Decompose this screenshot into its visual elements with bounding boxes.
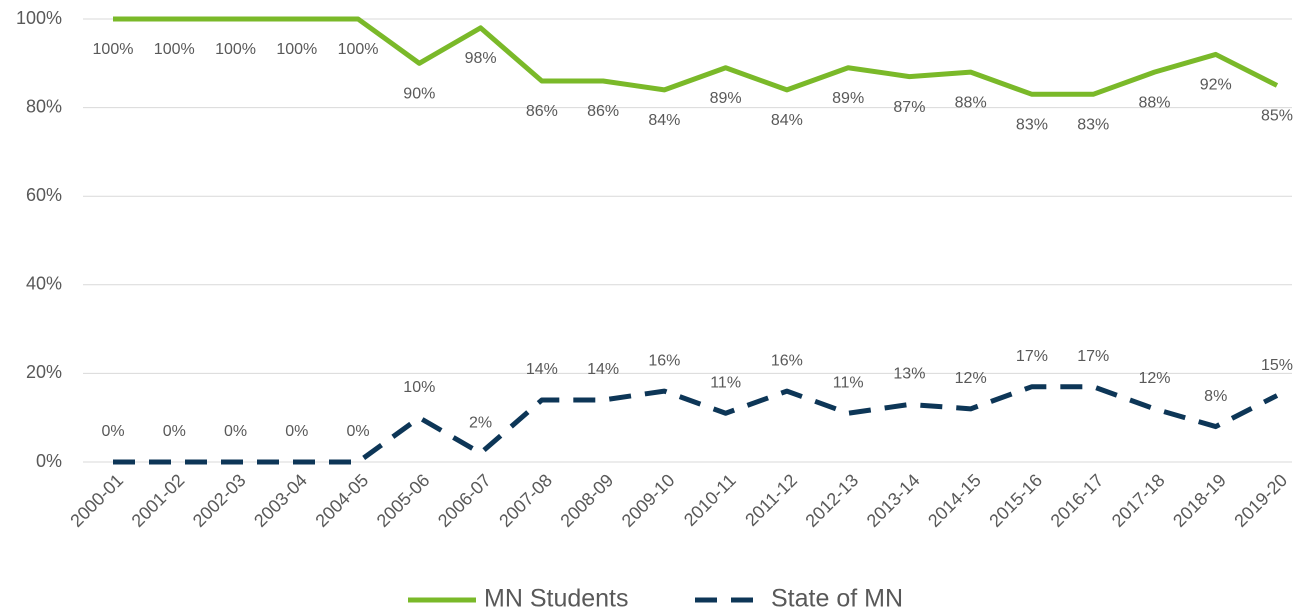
x-tick-label: 2006-07	[434, 470, 495, 531]
data-label: 84%	[648, 112, 680, 129]
data-label: 92%	[1200, 77, 1232, 94]
data-label: 16%	[771, 352, 803, 369]
data-label: 2%	[469, 414, 492, 431]
data-label: 98%	[465, 50, 497, 67]
y-tick-label: 0%	[36, 451, 62, 471]
x-tick-label: 2014-15	[924, 470, 985, 531]
data-label: 89%	[710, 90, 742, 107]
y-tick-label: 100%	[16, 8, 62, 28]
data-label: 100%	[93, 41, 134, 58]
data-label: 88%	[1138, 94, 1170, 111]
data-label: 11%	[833, 374, 864, 391]
data-label: 16%	[648, 352, 680, 369]
x-tick-label: 2009-10	[618, 470, 679, 531]
data-label: 83%	[1077, 117, 1109, 134]
x-tick-label: 2000-01	[66, 470, 127, 531]
x-tick-label: 2015-16	[985, 470, 1046, 531]
data-label: 100%	[276, 41, 317, 58]
data-label: 0%	[285, 423, 308, 440]
data-label: 13%	[893, 366, 925, 383]
x-tick-label: 2013-14	[863, 470, 924, 531]
x-tick-label: 2019-20	[1230, 470, 1291, 531]
data-label: 8%	[1204, 388, 1227, 405]
data-label: 0%	[101, 423, 124, 440]
data-label: 11%	[710, 374, 741, 391]
x-tick-label: 2011-12	[741, 470, 801, 530]
series-line	[113, 16, 1279, 97]
x-tick-label: 2018-19	[1169, 470, 1230, 531]
data-label: 86%	[587, 103, 619, 120]
x-tick-label: 2016-17	[1047, 470, 1108, 531]
data-label: 12%	[955, 370, 987, 387]
data-label: 14%	[526, 361, 558, 378]
series-line	[113, 384, 1279, 465]
x-tick-label: 2017-18	[1108, 470, 1169, 531]
data-label: 0%	[163, 423, 186, 440]
legend-label: MN Students	[484, 585, 629, 613]
data-label: 14%	[587, 361, 619, 378]
data-label: 12%	[1138, 370, 1170, 387]
data-label: 17%	[1016, 348, 1048, 365]
x-tick-label: 2008-09	[556, 470, 617, 531]
data-label: 90%	[403, 86, 435, 103]
y-tick-label: 20%	[26, 362, 62, 382]
data-label: 17%	[1077, 348, 1109, 365]
data-label: 83%	[1016, 117, 1048, 134]
x-tick-label: 2004-05	[311, 470, 372, 531]
data-label: 100%	[154, 41, 195, 58]
y-tick-label: 40%	[26, 274, 62, 294]
x-tick-label: 2002-03	[189, 470, 250, 531]
data-label: 86%	[526, 103, 558, 120]
data-label: 87%	[893, 99, 925, 116]
data-label: 84%	[771, 112, 803, 129]
data-label: 15%	[1261, 357, 1293, 374]
x-tick-label: 2003-04	[250, 470, 311, 531]
y-tick-label: 60%	[26, 185, 62, 205]
x-tick-label: 2007-08	[495, 470, 556, 531]
data-label: 88%	[955, 94, 987, 111]
data-label: 85%	[1261, 108, 1293, 125]
data-label: 100%	[215, 41, 256, 58]
data-label: 0%	[346, 423, 369, 440]
x-tick-label: 2005-06	[373, 470, 434, 531]
x-tick-label: 2010-11	[680, 470, 740, 530]
legend-label: State of MN	[771, 585, 903, 613]
data-label: 89%	[832, 90, 864, 107]
data-label: 0%	[224, 423, 247, 440]
x-tick-label: 2012-13	[801, 470, 862, 531]
y-tick-label: 80%	[26, 96, 62, 116]
data-label: 10%	[403, 379, 435, 396]
x-tick-label: 2001-02	[128, 470, 189, 531]
data-label: 100%	[338, 41, 379, 58]
